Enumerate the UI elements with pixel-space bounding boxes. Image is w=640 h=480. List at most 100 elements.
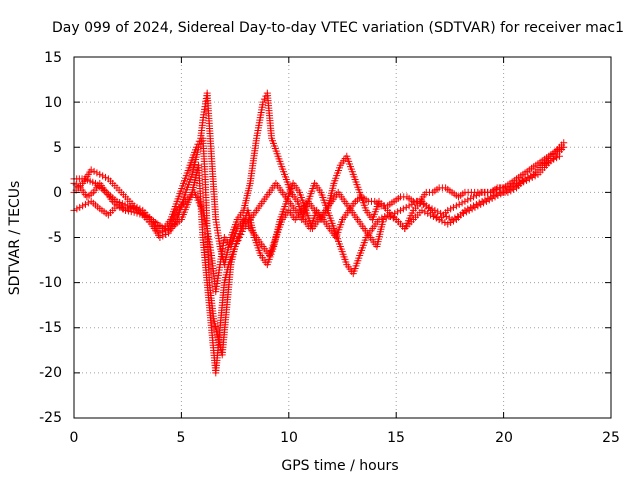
data-point — [422, 202, 430, 210]
y-tick-label: 5 — [53, 140, 62, 156]
data-point — [192, 143, 200, 151]
data-point-interp — [454, 212, 462, 220]
data-point — [517, 179, 525, 187]
x-tick-label: 15 — [387, 430, 405, 446]
data-point-interp — [449, 217, 457, 225]
data-point — [96, 170, 104, 178]
data-point — [379, 215, 387, 223]
data-point-interp — [497, 190, 505, 198]
data-marks — [70, 89, 568, 377]
data-point-interp — [81, 200, 89, 208]
data-point — [444, 206, 452, 214]
y-tick-label: -20 — [39, 365, 62, 381]
data-point-interp — [102, 173, 110, 181]
x-tick-labels: 0 5 10 15 20 25 — [70, 430, 620, 446]
data-point-interp — [502, 187, 510, 195]
x-tick-label: 5 — [177, 430, 186, 446]
data-point-interp — [455, 200, 463, 208]
data-point-interp — [458, 199, 466, 207]
data-point-interp — [195, 137, 203, 145]
data-point-interp — [468, 205, 476, 213]
data-point — [500, 188, 508, 196]
axis-ticks — [73, 56, 612, 419]
data-point-interp — [438, 217, 446, 225]
x-tick-label: 10 — [280, 430, 298, 446]
data-point — [396, 206, 404, 214]
data-point-interp — [449, 203, 457, 211]
data-point — [457, 211, 465, 219]
data-point — [414, 197, 422, 205]
data-point-interp — [428, 205, 436, 213]
data-point-interp — [477, 200, 485, 208]
data-point-interp — [408, 200, 416, 208]
y-tick-label: -10 — [39, 275, 62, 291]
data-point-interp — [528, 173, 536, 181]
data-point-interp — [385, 212, 393, 220]
y-tick-label: -15 — [39, 320, 62, 336]
data-point — [431, 206, 439, 214]
data-point-interp — [399, 205, 407, 213]
data-point — [482, 197, 490, 205]
data-point — [259, 98, 267, 106]
data-point-interp — [488, 194, 496, 202]
data-point-interp — [442, 212, 450, 220]
data-point-interp — [99, 172, 107, 180]
data-point-interp — [447, 205, 455, 213]
x-tick-label: 25 — [602, 430, 620, 446]
y-tick-label: -5 — [48, 230, 62, 246]
data-point-interp — [485, 196, 493, 204]
data-point-interp — [523, 176, 531, 184]
data-point — [435, 215, 443, 223]
data-point — [79, 202, 87, 210]
data-point-interp — [90, 167, 98, 175]
data-point — [418, 206, 426, 214]
data-point-interp — [531, 172, 539, 180]
data-point-interp — [391, 209, 399, 217]
data-point — [461, 197, 469, 205]
data-point-interp — [434, 208, 442, 216]
data-point-interp — [505, 185, 513, 193]
data-point-interp — [437, 209, 445, 217]
data-point-interp — [550, 155, 558, 163]
data-point-interp — [467, 194, 475, 202]
data-point-interp — [514, 181, 522, 189]
data-point-interp — [76, 203, 84, 211]
data-point-interp — [260, 95, 268, 103]
data-point-interp — [451, 214, 459, 222]
data-point — [470, 193, 478, 201]
data-point-interp — [419, 200, 427, 208]
data-point — [465, 206, 473, 214]
data-point-interp — [494, 191, 502, 199]
data-point-interp — [429, 212, 437, 220]
data-point-interp — [460, 209, 468, 217]
data-point-interp — [553, 154, 561, 162]
y-tick-labels: 15 10 5 0 -5 -10 -15 -20 -25 — [39, 50, 62, 426]
data-point-interp — [417, 199, 425, 207]
data-point-interp — [382, 214, 390, 222]
y-tick-label: 15 — [44, 50, 62, 66]
data-point — [388, 211, 396, 219]
data-point — [452, 202, 460, 210]
data-point-interp — [194, 140, 202, 148]
data-point — [560, 143, 568, 151]
data-point-interp — [389, 214, 397, 222]
data-point-interp — [432, 214, 440, 222]
data-point — [491, 193, 499, 201]
data-point-interp — [472, 191, 480, 199]
y-tick-label: -25 — [39, 410, 62, 426]
data-point-interp — [93, 169, 101, 177]
data-point — [405, 202, 413, 210]
data-point — [525, 175, 533, 183]
grid-lines — [74, 57, 611, 418]
data-point-interp — [421, 208, 429, 216]
data-point-interp — [447, 218, 455, 226]
data-point — [508, 184, 516, 192]
data-point-interp — [462, 208, 470, 216]
data-point — [439, 211, 447, 219]
data-point-interp — [425, 203, 433, 211]
data-point-interp — [520, 178, 528, 186]
data-point-interp — [544, 158, 552, 166]
y-tick-label: 10 — [44, 95, 62, 111]
data-point-interp — [402, 203, 410, 211]
